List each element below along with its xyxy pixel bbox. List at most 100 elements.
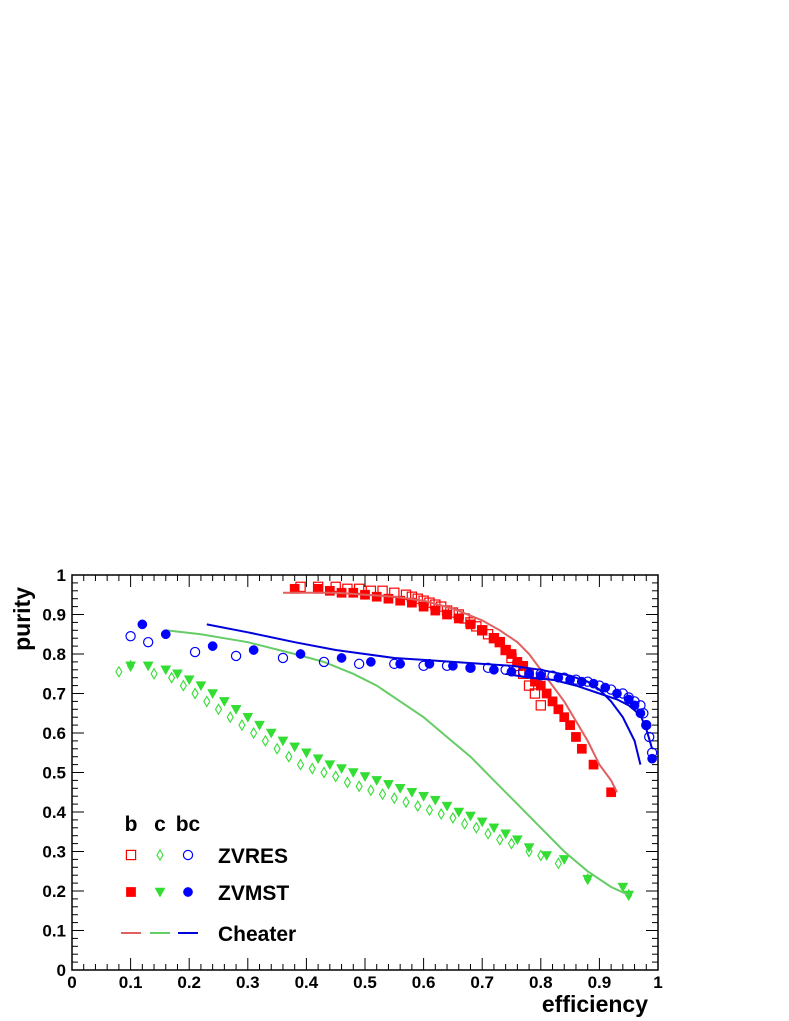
data-point <box>371 776 383 786</box>
data-point <box>207 689 219 700</box>
data-point <box>402 796 410 809</box>
data-point <box>529 688 541 699</box>
data-point <box>606 787 616 798</box>
data-point <box>437 807 445 821</box>
data-point <box>465 619 476 630</box>
data-point <box>418 601 429 612</box>
data-point <box>195 681 207 692</box>
data-point <box>476 817 488 828</box>
x-tick-label: 0.4 <box>295 973 319 992</box>
data-point <box>442 609 452 620</box>
x-tick-label: 0.7 <box>470 973 494 992</box>
y-tick-label: 0.4 <box>42 803 66 822</box>
legend-column-header: bc <box>176 813 201 836</box>
data-point <box>248 645 259 655</box>
y-tick-label: 0 <box>57 961 66 980</box>
data-point <box>332 770 340 783</box>
data-point <box>511 835 523 846</box>
data-point <box>383 593 394 604</box>
data-point <box>300 748 312 759</box>
data-point <box>407 597 417 608</box>
x-tick-label: 0.3 <box>236 973 260 992</box>
data-point <box>142 661 154 672</box>
data-point <box>230 650 242 662</box>
data-point <box>582 874 594 885</box>
data-point <box>295 649 306 659</box>
data-point <box>172 669 183 680</box>
data-point <box>355 780 363 793</box>
data-point <box>142 636 154 648</box>
y-axis-title: purity <box>9 587 35 651</box>
data-point <box>183 675 195 686</box>
series-c-zvres <box>115 659 633 902</box>
data-point <box>558 855 570 865</box>
data-point <box>318 656 330 668</box>
x-tick-label: 0.1 <box>119 973 143 992</box>
data-point <box>167 671 176 684</box>
data-point <box>254 720 265 731</box>
x-tick-label: 0.2 <box>177 973 201 992</box>
data-point <box>383 780 394 790</box>
data-point <box>623 890 635 901</box>
y-tick-label: 1 <box>57 566 66 585</box>
data-point <box>565 720 575 730</box>
data-point <box>523 843 535 854</box>
data-point <box>507 837 516 850</box>
data-point <box>324 585 335 596</box>
series-line <box>206 623 642 765</box>
legend-marker-c <box>156 848 164 862</box>
data-point <box>150 667 158 680</box>
legend-label-zvmst: ZVMST <box>218 882 289 905</box>
data-point <box>547 696 558 707</box>
series-line <box>283 591 618 793</box>
data-point <box>125 631 136 642</box>
data-point <box>506 649 517 659</box>
data-point <box>600 682 611 693</box>
data-point <box>465 811 476 822</box>
legend-marker-bc <box>183 887 193 897</box>
data-point <box>238 719 246 732</box>
data-point <box>265 728 277 739</box>
data-point <box>576 743 587 754</box>
data-point <box>647 753 657 764</box>
data-point <box>460 817 469 830</box>
data-point <box>496 833 504 846</box>
legend-column-header: b <box>125 813 138 836</box>
y-tick-label: 0.1 <box>42 922 66 941</box>
data-point <box>406 788 418 798</box>
data-point <box>189 646 201 658</box>
data-point <box>571 732 581 742</box>
data-point <box>353 658 365 670</box>
y-tick-label: 0.8 <box>42 645 66 664</box>
series-line <box>505 672 654 750</box>
data-point <box>226 711 234 724</box>
data-point <box>535 700 547 711</box>
data-point <box>635 708 646 719</box>
data-point <box>285 750 293 763</box>
data-point <box>343 776 352 789</box>
data-point <box>395 659 406 669</box>
data-point <box>477 625 488 636</box>
y-tick-label: 0.7 <box>42 685 66 704</box>
x-tick-label: 0.5 <box>353 973 377 992</box>
data-point <box>390 792 398 805</box>
legend-marker-c <box>154 887 166 898</box>
data-point <box>218 697 230 707</box>
data-point <box>250 726 258 740</box>
data-point <box>367 784 375 797</box>
data-point <box>588 759 599 770</box>
data-point <box>465 662 476 673</box>
x-tick-label: 0.6 <box>412 973 436 992</box>
data-point <box>441 801 453 812</box>
data-point <box>191 687 199 700</box>
series-layer <box>115 581 658 902</box>
x-tick-label: 0.9 <box>588 973 612 992</box>
data-point <box>273 742 281 755</box>
x-tick-label: 1 <box>653 973 662 992</box>
legend-label-cheater: Cheater <box>218 923 296 946</box>
data-point <box>425 803 434 817</box>
y-tick-label: 0.3 <box>42 843 66 862</box>
